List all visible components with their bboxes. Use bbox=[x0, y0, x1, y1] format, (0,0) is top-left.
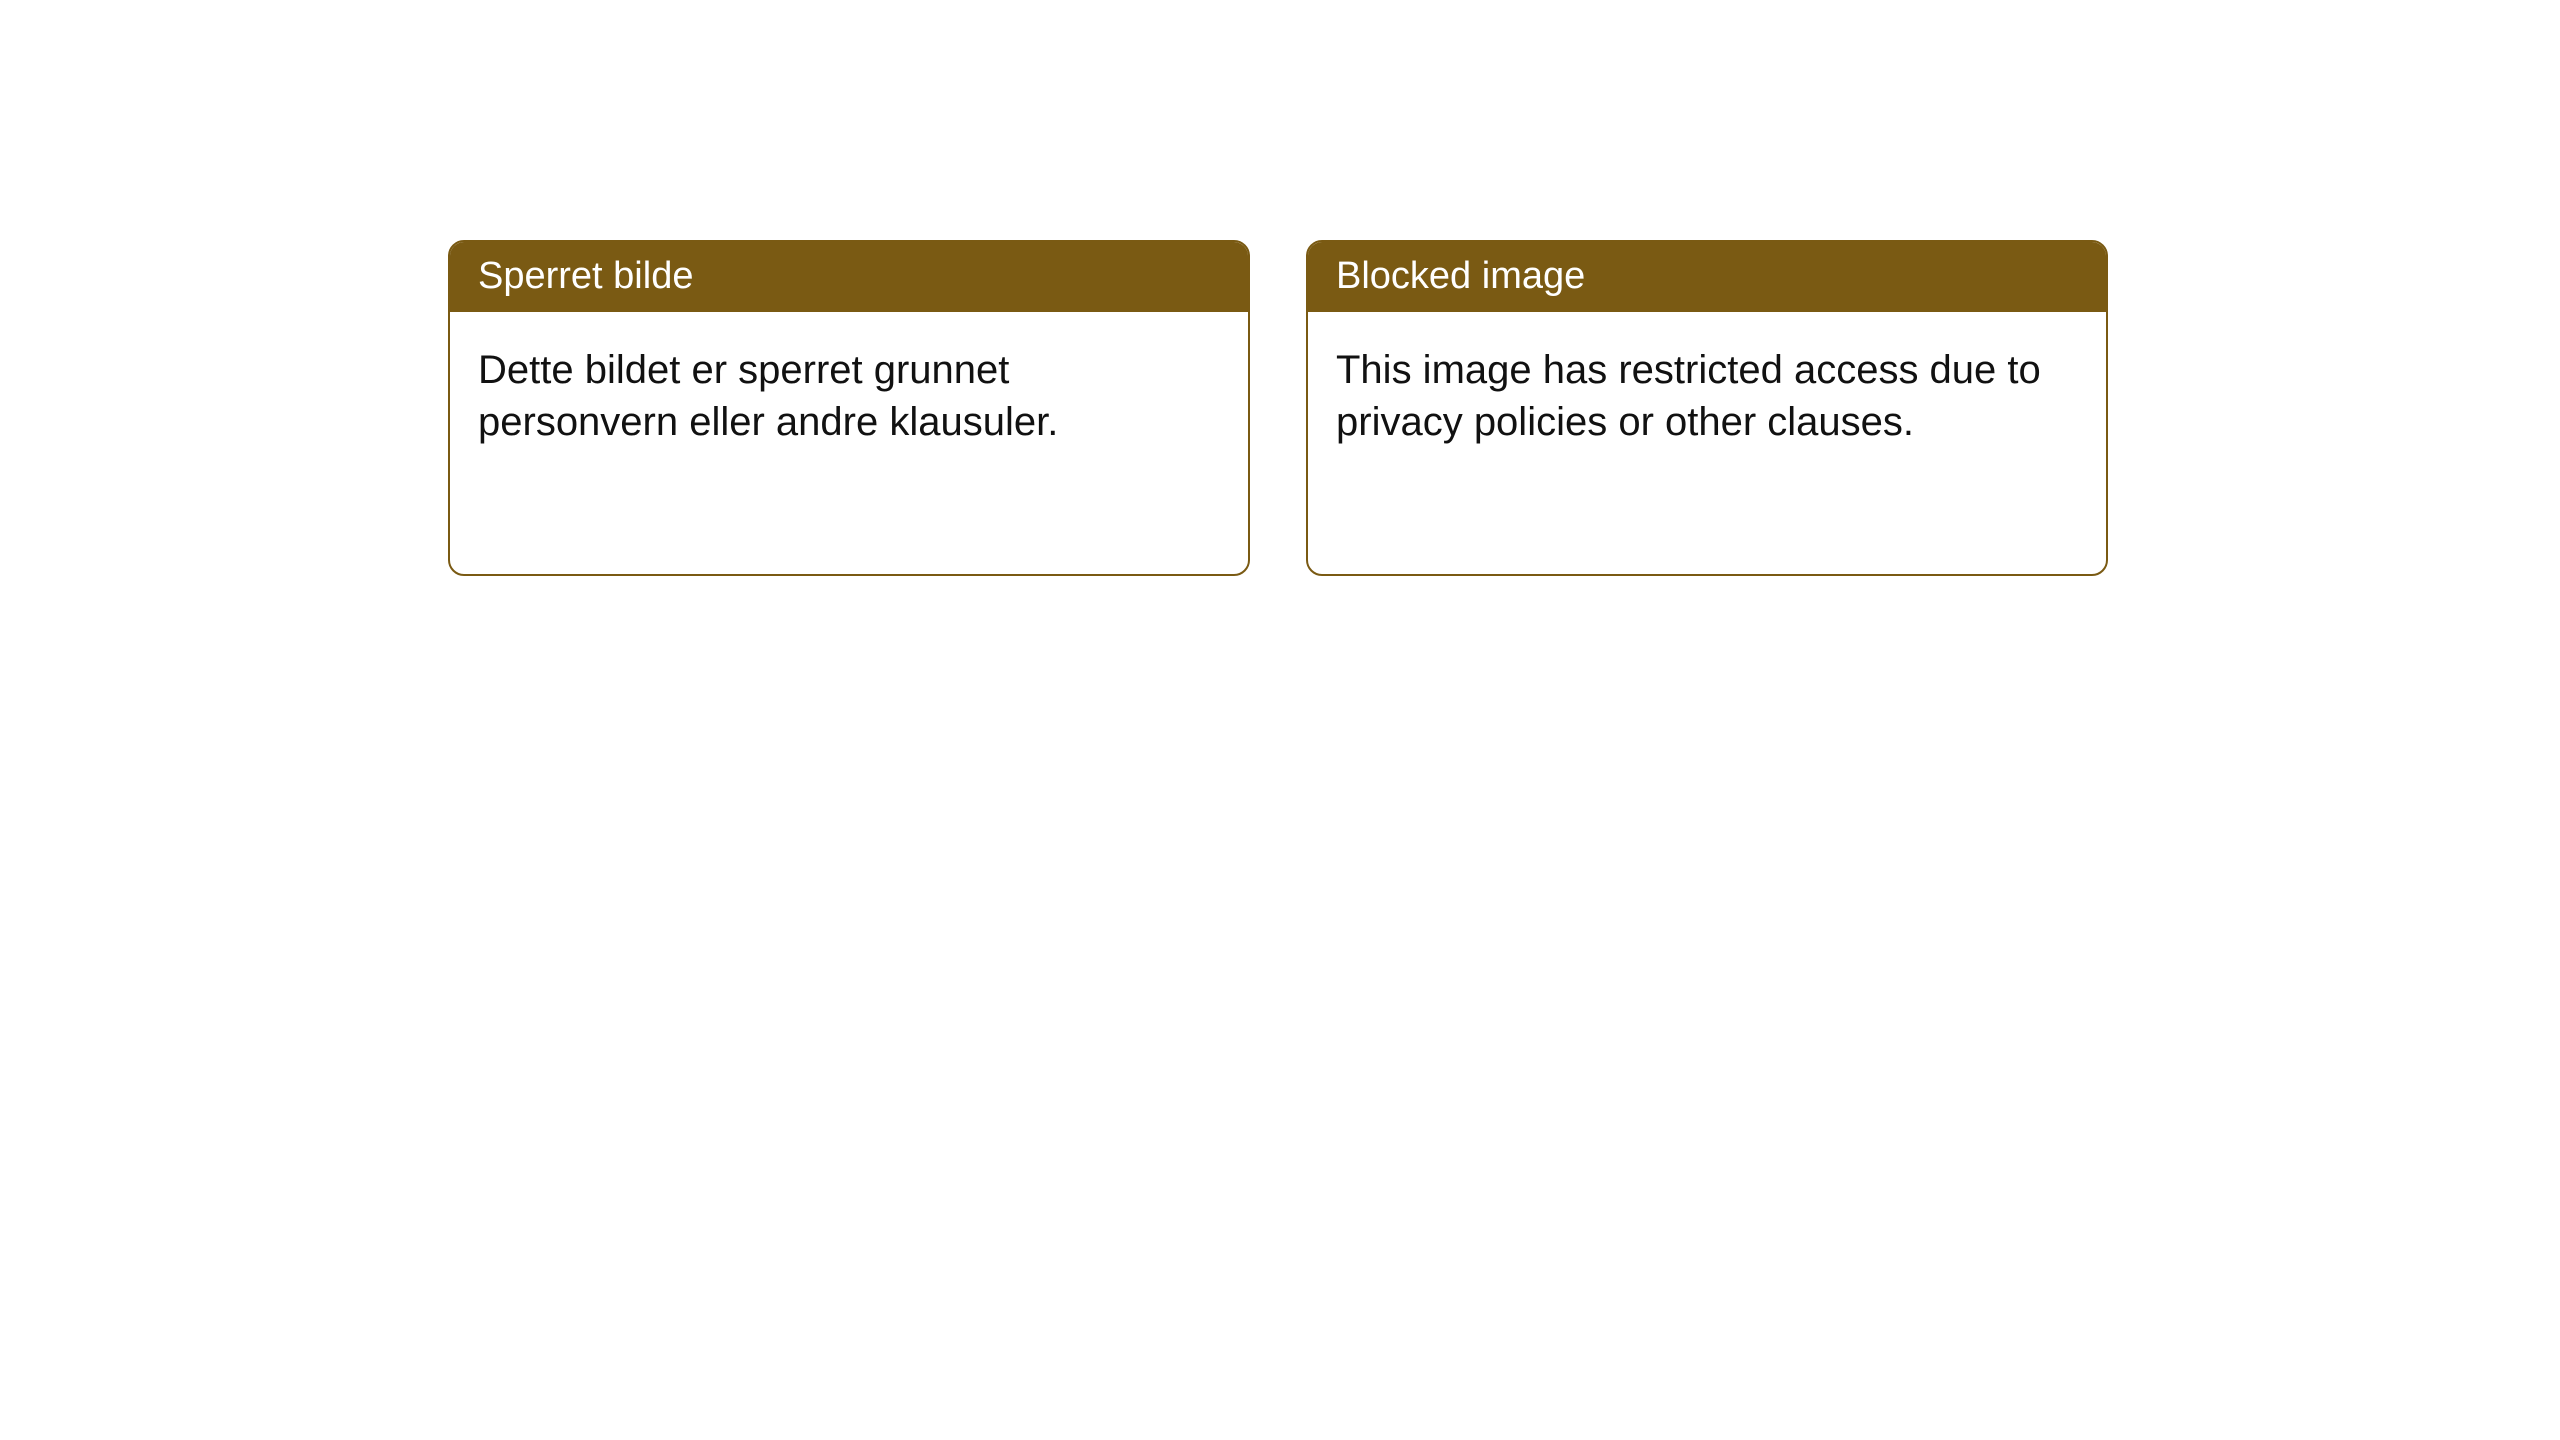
card-body-text: This image has restricted access due to … bbox=[1336, 348, 2041, 444]
notice-container: Sperret bilde Dette bildet er sperret gr… bbox=[448, 240, 2108, 576]
card-header: Sperret bilde bbox=[450, 242, 1248, 312]
notice-card-norwegian: Sperret bilde Dette bildet er sperret gr… bbox=[448, 240, 1250, 576]
card-title: Sperret bilde bbox=[478, 255, 693, 297]
card-body: Dette bildet er sperret grunnet personve… bbox=[450, 312, 1248, 480]
card-header: Blocked image bbox=[1308, 242, 2106, 312]
card-title: Blocked image bbox=[1336, 255, 1585, 297]
card-body-text: Dette bildet er sperret grunnet personve… bbox=[478, 348, 1058, 444]
notice-card-english: Blocked image This image has restricted … bbox=[1306, 240, 2108, 576]
card-body: This image has restricted access due to … bbox=[1308, 312, 2106, 480]
